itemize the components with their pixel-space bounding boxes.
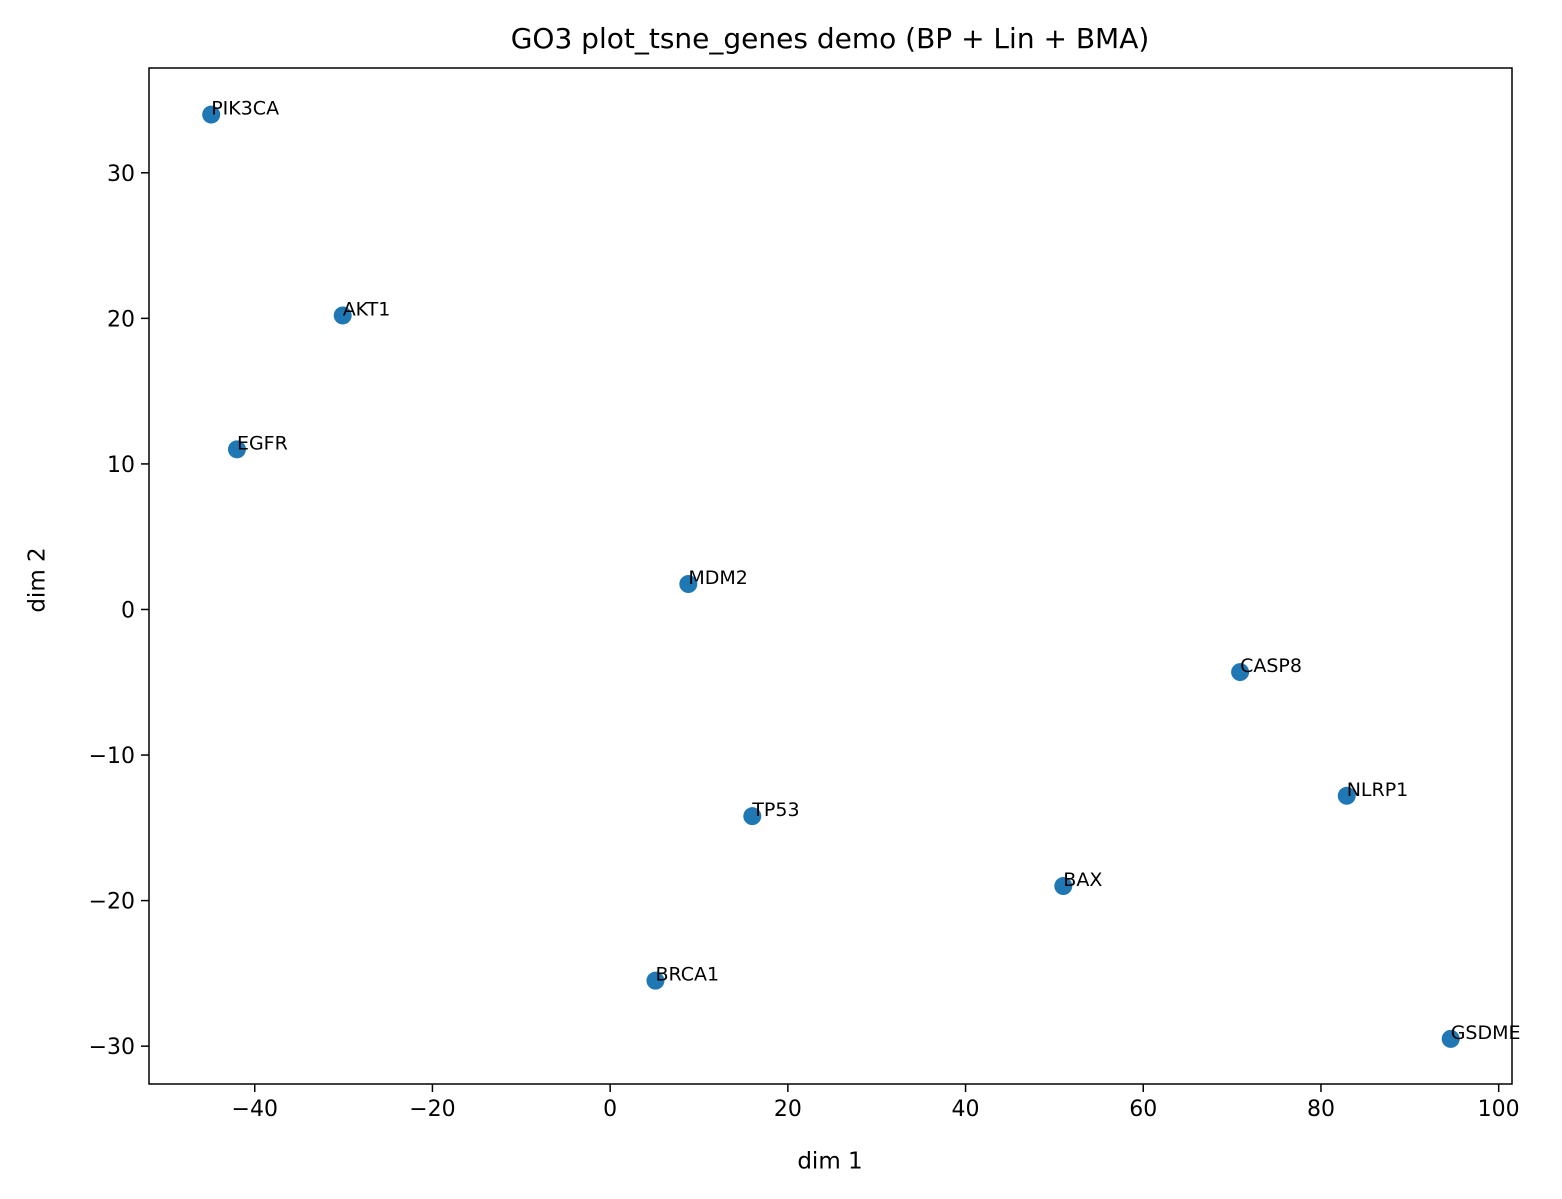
point: [1441, 1029, 1460, 1048]
point: [679, 575, 698, 594]
y-axis-label: dim 2: [25, 547, 51, 612]
x-tick-label: −20: [409, 1097, 455, 1122]
point: [202, 105, 221, 124]
y-tick-label: 30: [107, 162, 135, 187]
point-label: BAX: [1063, 869, 1102, 891]
point-label: EGFR: [237, 432, 288, 454]
x-tick-label: 20: [774, 1097, 802, 1122]
point-label: CASP8: [1240, 655, 1302, 677]
point-label: TP53: [751, 799, 799, 821]
y-tick-label: −30: [89, 1035, 135, 1060]
point: [227, 440, 246, 459]
point: [743, 807, 762, 826]
point: [1231, 663, 1250, 682]
y-tick-label: −10: [89, 744, 135, 769]
point: [646, 971, 665, 990]
y-tick-label: −20: [89, 890, 135, 915]
point-label: BRCA1: [655, 964, 719, 986]
x-tick-label: 60: [1129, 1097, 1157, 1122]
point-label: MDM2: [688, 567, 748, 589]
x-tick-label: 100: [1478, 1097, 1520, 1122]
x-axis-label: dim 1: [797, 1149, 862, 1175]
x-tick-label: 40: [952, 1097, 980, 1122]
point-label: GSDME: [1451, 1022, 1521, 1044]
x-tick-label: 80: [1307, 1097, 1335, 1122]
point-label: PIK3CA: [211, 98, 279, 120]
point: [1337, 786, 1356, 805]
point-label: NLRP1: [1347, 779, 1409, 801]
x-tick-label: −40: [232, 1097, 278, 1122]
point: [333, 306, 352, 325]
point: [1054, 877, 1073, 896]
y-tick-label: 0: [121, 598, 135, 623]
chart-title: GO3 plot_tsne_genes demo (BP + Lin + BMA…: [511, 22, 1150, 55]
point-label: AKT1: [343, 298, 391, 320]
y-tick-label: 20: [107, 307, 135, 332]
y-tick-label: 10: [107, 453, 135, 478]
x-tick-label: 0: [603, 1097, 617, 1122]
plot-frame: [148, 67, 1513, 1085]
